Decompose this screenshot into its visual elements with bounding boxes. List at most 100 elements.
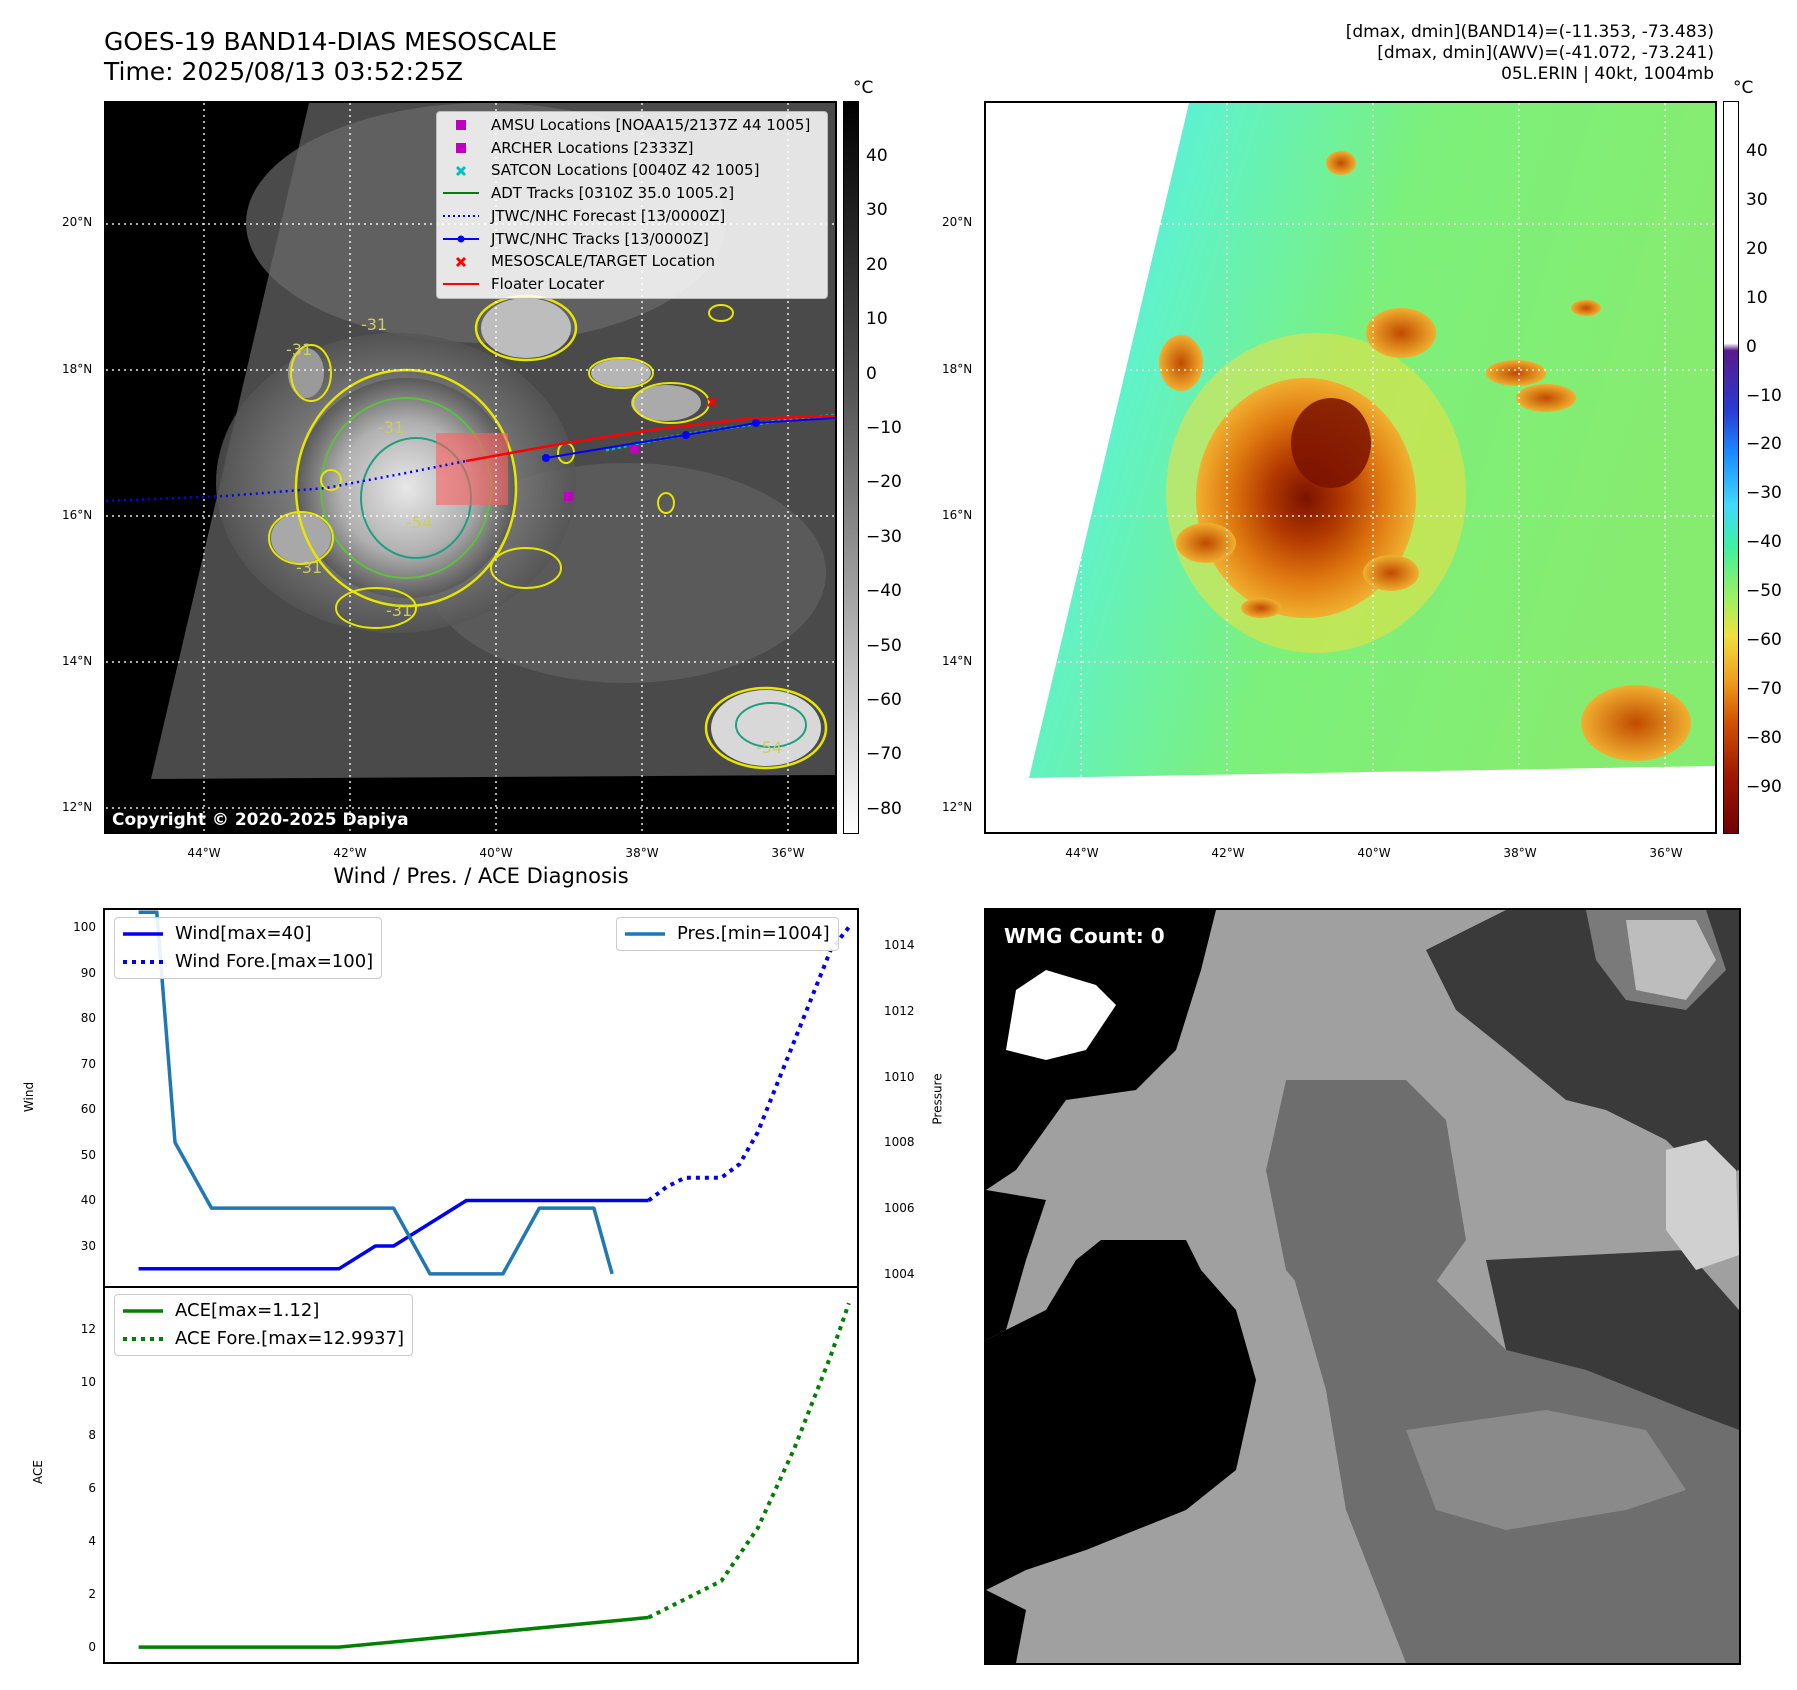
legend-jtwc-forecast: JTWC/NHC Forecast [13/0000Z]	[443, 206, 726, 225]
diagnosis-chart	[103, 908, 859, 1664]
awv-colorbar-tick: −70	[1746, 678, 1782, 699]
ir-lat-label: 20°N	[62, 215, 93, 229]
awv-colorbar-unit: °C	[1733, 78, 1754, 98]
ir-colorbar-tick: −20	[866, 472, 902, 493]
awv-lon-label: 38°W	[1503, 846, 1537, 860]
awv-colorbar-tick: −90	[1746, 776, 1782, 797]
wind-series-0	[138, 1198, 649, 1271]
pressure-ytick: 1006	[884, 1201, 915, 1216]
ir-colorbar-tick: −30	[866, 526, 902, 547]
ir-lat-label: 18°N	[62, 362, 93, 376]
wind-axis-label: Wind	[22, 1081, 37, 1113]
awv-colorbar-tick: −20	[1746, 434, 1782, 455]
ace-ytick: 4	[88, 1534, 96, 1549]
awv-lon-label: 40°W	[1357, 846, 1391, 860]
ir-colorbar-tick: 0	[866, 363, 877, 384]
wind-ytick: 80	[80, 1011, 96, 1026]
stats-text: [dmax, dmin](BAND14)=(-11.353, -73.483) …	[1346, 22, 1714, 85]
wind-ytick: 70	[80, 1056, 96, 1071]
ir-colorbar-tick: 40	[866, 146, 888, 166]
legend-amsu: AMSU Locations [NOAA15/2137Z 44 1005]	[443, 114, 821, 137]
pressure-ytick: 1008	[884, 1135, 915, 1150]
legend-adt: ADT Tracks [0310Z 35.0 1005.2]	[443, 184, 735, 203]
wind-ytick: 90	[80, 965, 96, 980]
stats-line-1: [dmax, dmin](BAND14)=(-11.353, -73.483)	[1345, 22, 1714, 42]
awv-colorbar-tick: 40	[1746, 141, 1768, 161]
amsu-marker	[630, 445, 639, 454]
awv-lat-label: 12°N	[942, 800, 973, 814]
ir-lon-label: 36°W	[771, 846, 805, 860]
stats-line-3: 05L.ERIN | 40kt, 1004mb	[1501, 64, 1714, 84]
ace-series-0	[138, 1615, 649, 1649]
ace-legend: ACE[max=1.12] ACE Fore.[max=12.9937]	[114, 1294, 413, 1356]
wind-ytick: 30	[80, 1239, 96, 1253]
archer-marker	[564, 492, 573, 501]
ace-axis-label: ACE	[30, 1460, 45, 1484]
legend-archer: ARCHER Locations [2333Z]	[443, 137, 821, 160]
wmg-count-label: WMG Count: 0	[1004, 924, 1165, 948]
ir-lat-label: 16°N	[62, 508, 93, 522]
wmg-image	[986, 910, 1739, 1663]
awv-lat-label: 20°N	[942, 215, 973, 229]
wind-legend-item: Wind[max=40]	[123, 923, 312, 944]
awv-lon-label: 36°W	[1649, 846, 1683, 860]
ir-colorbar-tick: 30	[866, 200, 888, 221]
awv-lat-label: 18°N	[942, 362, 973, 376]
ace-series-1	[647, 1302, 851, 1620]
wind-ytick: 100	[73, 920, 96, 935]
title-line-1: GOES-19 BAND14-DIAS MESOSCALE	[104, 27, 558, 56]
target-x-marker	[707, 397, 717, 407]
pressure-series-0	[138, 910, 614, 1276]
awv-colorbar-tick: −50	[1746, 581, 1782, 602]
pressure-ytick: 1014	[884, 938, 915, 953]
legend-mesoscale-target: MESOSCALE/TARGET Location	[443, 250, 821, 273]
ir-legend: AMSU Locations [NOAA15/2137Z 44 1005] AR…	[436, 111, 828, 299]
contour-label: -31	[361, 315, 387, 334]
ir-colorbar-unit: °C	[853, 78, 874, 98]
title-line-2: Time: 2025/08/13 03:52:25Z	[104, 57, 463, 86]
figure-title: GOES-19 BAND14-DIAS MESOSCALE Time: 2025…	[104, 27, 557, 87]
wind-ytick: 50	[80, 1147, 96, 1162]
awv-map-image	[986, 103, 1715, 832]
pressure-legend: Pres.[min=1004]	[616, 917, 839, 951]
ir-colorbar-tick: −70	[866, 744, 902, 765]
ace-ytick: 8	[88, 1428, 96, 1443]
wind-series-1	[647, 925, 851, 1203]
pressure-axis-label: Pressure	[930, 1073, 945, 1125]
ir-colorbar-tick: −10	[866, 418, 902, 438]
ir-lat-label: 12°N	[62, 800, 93, 814]
awv-colorbar-tick: 0	[1746, 336, 1757, 357]
wmg-panel: WMG Count: 0	[984, 908, 1741, 1665]
ir-colorbar	[843, 101, 859, 834]
floater-locater-track	[465, 414, 835, 463]
ir-colorbar-tick: −80	[866, 798, 902, 819]
contour-label: -31	[378, 418, 404, 437]
contour-label: -31	[386, 601, 412, 620]
ace-ytick: 2	[88, 1587, 96, 1602]
ace-ytick: 0	[88, 1640, 96, 1655]
copyright-text: Copyright © 2020-2025 Dapiya	[112, 810, 409, 830]
mesoscale-target-box	[436, 433, 508, 505]
ir-colorbar-tick: 20	[866, 254, 888, 275]
ace-ytick: 12	[80, 1322, 96, 1337]
pressure-legend-item: Pres.[min=1004]	[625, 923, 830, 944]
ir-lon-label: 42°W	[333, 846, 367, 860]
awv-colorbar-tick: −80	[1746, 727, 1782, 748]
wind-ytick: 60	[80, 1102, 96, 1117]
ir-lon-label: 44°W	[187, 846, 221, 860]
awv-colorbar-tick: −10	[1746, 385, 1782, 406]
stats-line-2: [dmax, dmin](AWV)=(-41.072, -73.241)	[1377, 43, 1714, 63]
ace-forecast-legend-item: ACE Fore.[max=12.9937]	[123, 1328, 404, 1349]
legend-satcon: SATCON Locations [0040Z 42 1005]	[443, 159, 821, 182]
ir-colorbar-tick: 10	[866, 309, 888, 330]
ace-ytick: 6	[88, 1481, 96, 1496]
ir-lon-label: 40°W	[479, 846, 513, 860]
contour-label: -54	[756, 738, 782, 757]
contour-label: -31	[296, 558, 322, 577]
ir-lat-label: 14°N	[62, 654, 93, 668]
diagnosis-title: Wind / Pres. / ACE Diagnosis	[333, 864, 629, 888]
awv-colorbar-tick: 20	[1746, 238, 1768, 259]
pressure-ytick: 1012	[884, 1003, 915, 1018]
ir-map-panel: -31 -31 -31 -54 -31 -31 -54	[104, 101, 837, 834]
ir-colorbar-tick: −50	[866, 635, 902, 656]
